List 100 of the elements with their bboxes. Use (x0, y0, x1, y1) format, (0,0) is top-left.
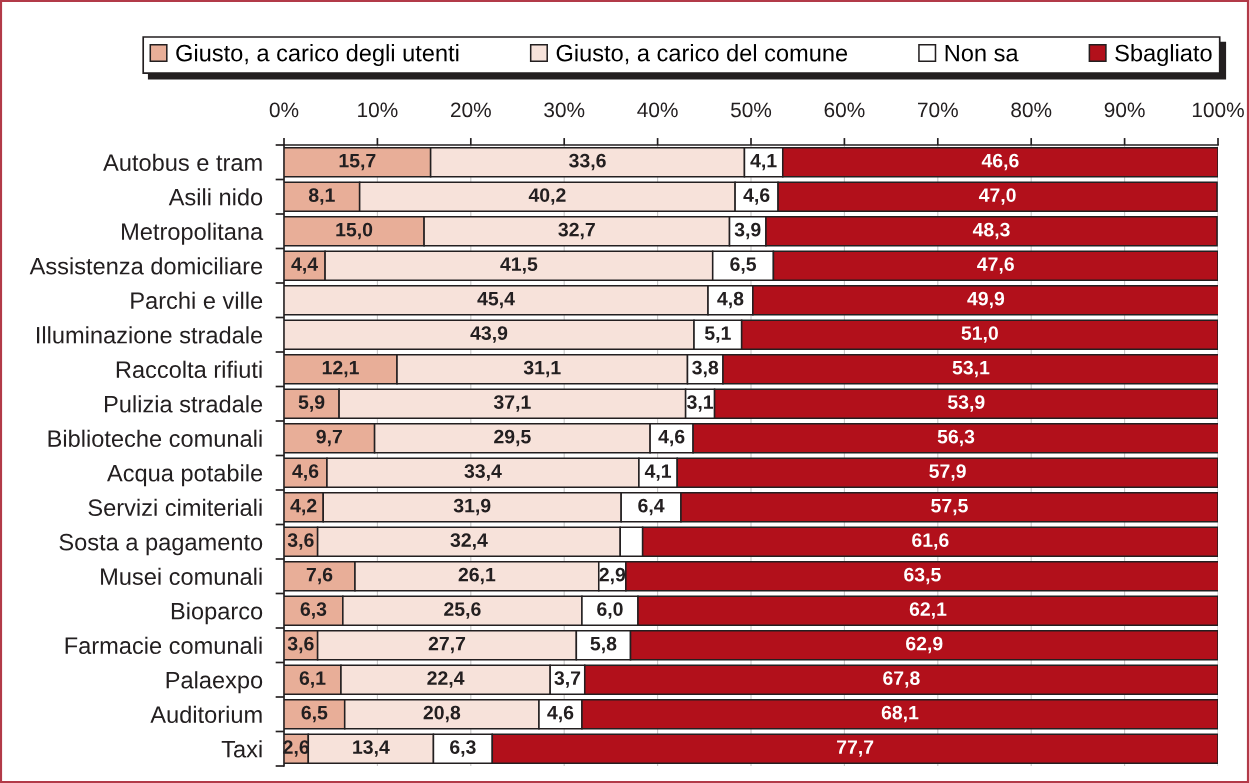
legend-label: Giusto, a carico degli utenti (176, 44, 459, 67)
x-tick-label: 80% (1011, 102, 1052, 118)
data-label: 57,5 (931, 498, 968, 516)
data-label: 5,1 (704, 326, 731, 343)
data-label: 47,6 (977, 257, 1014, 274)
data-label: 57,9 (929, 464, 966, 481)
data-label: 37,1 (493, 395, 531, 412)
data-label: 63,5 (904, 567, 941, 585)
legend-label: Non sa (945, 44, 1019, 62)
data-label: 15,0 (336, 222, 373, 240)
data-label: 48,3 (972, 222, 1010, 240)
x-tick-label: 10% (358, 102, 398, 118)
data-label: 46,6 (981, 153, 1019, 171)
data-label: 4,6 (658, 429, 685, 447)
y-tick-label: Farmacie comunali (65, 636, 262, 655)
data-label: 51,0 (961, 326, 998, 343)
x-tick-label: 90% (1104, 102, 1145, 118)
y-tick-label: Bioparco (171, 602, 263, 625)
data-label: 53,9 (947, 395, 985, 412)
y-tick-label: Biblioteche comunali (48, 429, 262, 448)
data-label: 4,6 (547, 705, 574, 723)
data-label: 15,7 (339, 153, 376, 171)
y-tick-label: Parchi e ville (131, 291, 263, 310)
data-label: 4,2 (290, 498, 317, 516)
data-label: 6,0 (597, 602, 623, 619)
data-label: 32,7 (558, 222, 595, 240)
legend-label: Sbagliato (1115, 44, 1212, 67)
data-label: 33,4 (464, 464, 502, 481)
data-label: 4,4 (291, 257, 318, 274)
data-label: 3,8 (692, 360, 719, 378)
y-tick-label: Palaexpo (166, 671, 263, 694)
y-tick-label: Musei comunali (101, 567, 262, 586)
data-label: 13,4 (353, 740, 390, 757)
data-label: 5,8 (590, 636, 617, 654)
y-tick-label: Asili nido (168, 188, 263, 206)
data-label: 22,4 (427, 671, 465, 688)
data-label: 3,7 (554, 671, 581, 688)
data-label: 2,9 (599, 567, 626, 585)
x-tick-label: 40% (637, 102, 678, 118)
x-tick-label: 100% (1192, 102, 1244, 118)
data-label: 53,1 (952, 360, 990, 378)
y-tick-label: Autobus e tram (103, 153, 262, 172)
y-tick-label: Servizi cimiteriali (88, 498, 262, 517)
data-label: 49,9 (967, 291, 1005, 309)
data-label: 77,7 (837, 740, 874, 757)
data-label: 6,1 (299, 671, 326, 688)
data-label: 12,1 (322, 360, 359, 378)
data-label: 6,3 (450, 740, 476, 757)
data-label: 4,1 (750, 153, 777, 171)
data-label: 4,8 (717, 291, 744, 309)
data-label: 4,6 (743, 188, 770, 205)
y-tick-label: Metropolitana (122, 222, 264, 245)
y-tick-label: Sosta a pagamento (59, 533, 263, 556)
x-tick-label: 0% (269, 102, 299, 118)
data-label: 33,6 (569, 153, 606, 171)
x-tick-label: 70% (918, 102, 958, 118)
data-label: 7,6 (306, 567, 333, 585)
data-label: 41,5 (500, 257, 538, 274)
x-tick-label: 60% (824, 102, 865, 118)
data-label: 6,4 (638, 498, 665, 516)
data-label: 3,9 (734, 222, 761, 240)
legend-label: Giusto, a carico del comune (556, 44, 848, 65)
data-label: 61,6 (912, 533, 949, 550)
data-label: 5,9 (298, 395, 325, 412)
y-tick-label: Auditorium (150, 705, 262, 724)
data-label: 47,0 (978, 188, 1016, 205)
y-tick-label: Raccolta rifiuti (116, 360, 262, 379)
data-label: 67,8 (883, 671, 920, 688)
data-label: 62,1 (909, 602, 947, 619)
data-label: 8,1 (308, 188, 335, 205)
y-tick-label: Pulizia stradale (105, 395, 263, 413)
data-label: 6,5 (301, 705, 328, 723)
data-label: 9,7 (316, 429, 342, 447)
data-label: 45,4 (477, 291, 515, 309)
data-label: 4,6 (292, 464, 319, 481)
data-label: 3,1 (687, 395, 714, 412)
data-label: 31,9 (453, 498, 491, 516)
data-label: 26,1 (458, 567, 496, 585)
data-label: 3,6 (287, 533, 314, 550)
data-label: 25,6 (444, 602, 481, 619)
y-tick-label: Acqua potabile (107, 464, 263, 487)
data-label: 6,3 (300, 602, 327, 619)
data-label: 43,9 (470, 326, 508, 343)
y-tick-label: Assistenza domiciliare (29, 257, 263, 275)
data-label: 20,8 (423, 705, 461, 723)
x-tick-label: 50% (730, 102, 772, 118)
data-label: 4,1 (644, 464, 672, 481)
data-label: 3,6 (287, 636, 314, 654)
data-label: 62,9 (906, 636, 943, 654)
data-label: 31,1 (523, 360, 561, 378)
data-label: 56,3 (937, 429, 975, 447)
data-label: 32,4 (450, 533, 488, 550)
y-tick-label: Illuminazione stradale (37, 326, 263, 344)
y-tick-label: Taxi (221, 740, 262, 758)
x-tick-label: 20% (451, 102, 491, 118)
data-label: 29,5 (494, 429, 531, 447)
data-label: 6,5 (730, 257, 757, 274)
x-tick-label: 30% (544, 102, 585, 118)
data-label: 40,2 (528, 188, 566, 205)
data-label: 68,1 (881, 705, 919, 723)
